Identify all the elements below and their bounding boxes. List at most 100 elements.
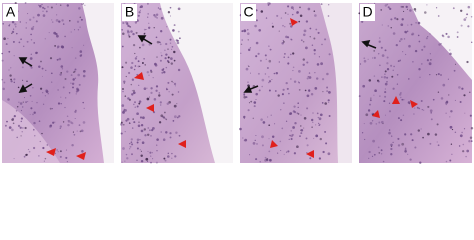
nucleus (142, 116, 145, 120)
nucleus (167, 11, 171, 14)
nucleus (154, 63, 158, 67)
nucleus (375, 123, 378, 125)
nucleus (369, 99, 372, 102)
nucleus (458, 86, 461, 89)
nucleus (414, 49, 418, 53)
nucleus (407, 153, 409, 155)
nucleus (265, 17, 268, 19)
nucleus (283, 56, 285, 58)
nucleus (32, 113, 34, 116)
nucleus (380, 9, 383, 11)
nucleus (150, 161, 152, 164)
nucleus (56, 34, 59, 38)
nucleus (2, 23, 4, 25)
nucleus (386, 62, 389, 65)
nucleus (399, 40, 401, 43)
nucleus (288, 92, 290, 95)
nucleus (29, 113, 31, 115)
nucleus (324, 102, 328, 105)
nucleus (7, 98, 10, 101)
nucleus (268, 45, 270, 47)
nucleus (429, 33, 431, 35)
nucleus (138, 84, 140, 86)
nucleus (373, 153, 376, 156)
nucleus (169, 132, 172, 135)
nucleus (140, 154, 143, 157)
label-box (3, 4, 18, 21)
nucleus (151, 129, 154, 132)
nucleus (379, 37, 381, 39)
nucleus (70, 121, 73, 124)
nucleus (50, 72, 53, 75)
nucleus (150, 135, 152, 137)
nucleus (8, 126, 12, 129)
nucleus (297, 106, 299, 109)
nucleus (451, 128, 454, 131)
nucleus (176, 116, 179, 119)
nucleus (447, 35, 450, 39)
nucleus (243, 117, 245, 119)
nucleus (30, 53, 32, 55)
nucleus (429, 109, 433, 113)
nucleus (445, 103, 448, 106)
nucleus (164, 159, 167, 162)
nucleus (239, 127, 242, 131)
nucleus (296, 145, 299, 149)
nucleus (67, 120, 69, 122)
nucleus (242, 137, 244, 139)
nucleus (20, 120, 23, 123)
nucleus (438, 43, 441, 46)
nucleus (461, 87, 464, 90)
nucleus (29, 57, 33, 60)
nucleus (392, 141, 394, 144)
nucleus (30, 27, 34, 31)
nucleus (54, 152, 56, 154)
nucleus (436, 123, 439, 126)
nucleus (13, 114, 16, 118)
panel-label: B (125, 4, 134, 20)
nucleus (77, 73, 80, 77)
nucleus (240, 52, 242, 54)
nucleus (312, 112, 314, 114)
nucleus (250, 100, 253, 103)
nucleus (454, 131, 457, 134)
nucleus (404, 30, 407, 34)
nucleus (174, 155, 177, 158)
nucleus (79, 16, 82, 19)
nucleus (130, 66, 133, 69)
nucleus (428, 62, 432, 66)
nucleus (46, 144, 49, 146)
nucleus (65, 97, 67, 99)
nucleus (244, 138, 248, 142)
nucleus (282, 88, 285, 91)
nucleus (127, 34, 130, 36)
nucleus (373, 50, 376, 52)
nucleus (177, 7, 181, 11)
nucleus (429, 142, 432, 145)
nucleus (179, 37, 181, 40)
nucleus (315, 124, 317, 126)
nucleus (311, 118, 314, 122)
nucleus (125, 75, 127, 78)
nucleus (417, 129, 420, 132)
panel-label: A (6, 4, 16, 20)
nucleus (136, 138, 140, 141)
nucleus (285, 81, 288, 85)
nucleus (266, 159, 269, 162)
nucleus (390, 18, 393, 21)
nucleus (173, 50, 176, 54)
nucleus (157, 7, 159, 9)
nucleus (74, 57, 77, 59)
nucleus (170, 57, 173, 60)
nucleus (291, 133, 294, 136)
nucleus (153, 14, 156, 17)
nucleus (314, 87, 318, 90)
nucleus (406, 30, 409, 33)
nucleus (382, 160, 385, 163)
nucleus (397, 137, 400, 140)
nucleus (328, 115, 331, 117)
nucleus (131, 61, 134, 65)
nucleus (69, 20, 71, 22)
nucleus (408, 78, 410, 80)
nucleus (25, 153, 28, 157)
